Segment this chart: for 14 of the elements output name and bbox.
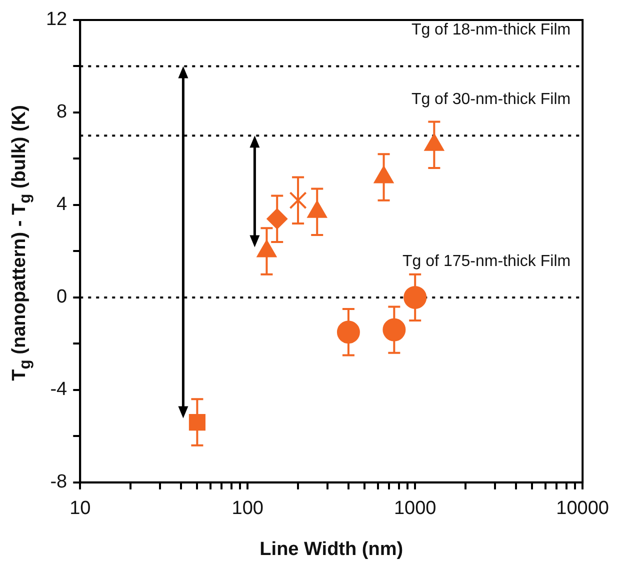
x-tick-label: 1000 <box>394 498 436 520</box>
y-tick-label: 8 <box>56 102 68 123</box>
x-tick-label: 100 <box>232 498 264 520</box>
x-tick-label: 10 <box>70 498 91 520</box>
y-tick-label: 12 <box>46 9 68 30</box>
x-axis-title: Line Width (nm) <box>260 538 404 560</box>
y-tick-label: 0 <box>56 286 68 308</box>
y-tick-label: 4 <box>56 194 68 216</box>
ref-line-label: Tg of 175-nm-thick Film <box>402 252 571 270</box>
y-tick-label: -4 <box>50 379 68 400</box>
y-tick-label: -8 <box>50 472 68 493</box>
ref-line-label: Tg of 18-nm-thick Film <box>411 22 571 39</box>
ref-line-label: Tg of 30-nm-thick Film <box>411 91 571 108</box>
x-tick-label: 10000 <box>556 498 610 520</box>
